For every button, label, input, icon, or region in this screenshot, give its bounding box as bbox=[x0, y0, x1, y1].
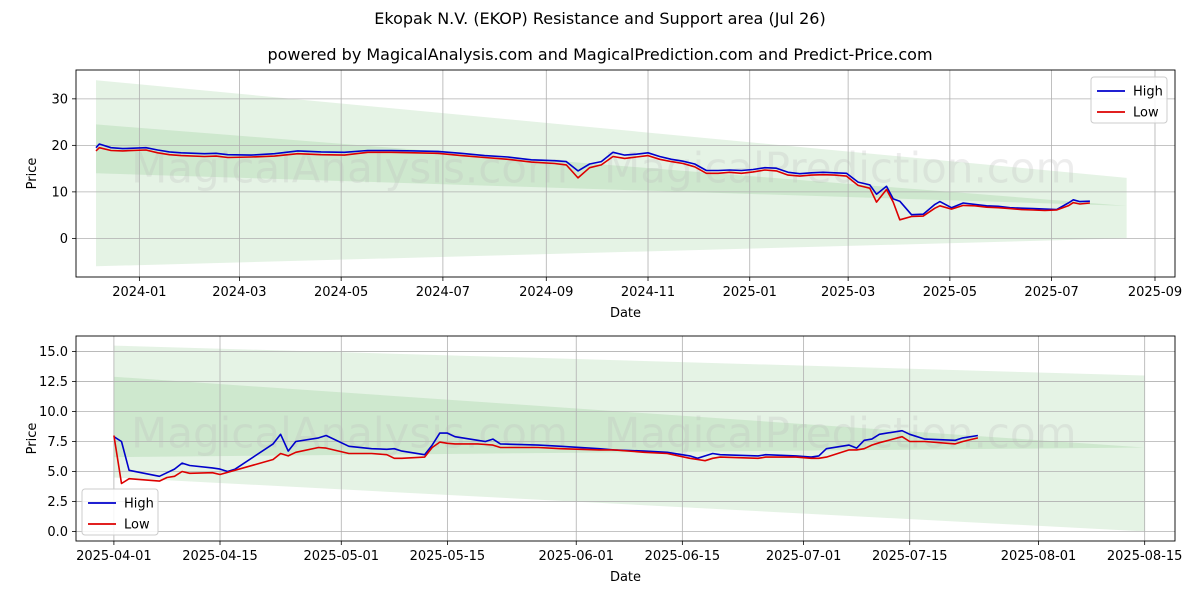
x-tick-label: 2025-06-01 bbox=[538, 549, 614, 564]
series-line-high bbox=[113, 429, 979, 478]
series-group bbox=[113, 429, 979, 485]
x-tick-label: 2025-05 bbox=[923, 285, 977, 300]
x-tick-label: 2024-11 bbox=[621, 285, 675, 300]
x-tick-label: 2025-06-15 bbox=[645, 549, 721, 564]
legend-label-low: Low bbox=[1133, 106, 1159, 121]
x-tick-label: 2025-05-15 bbox=[410, 549, 486, 564]
x-tick-label: 2024-09 bbox=[519, 285, 573, 300]
y-tick-label: 10.0 bbox=[39, 405, 68, 420]
x-axis-label: Date bbox=[610, 570, 641, 585]
chart-title: Ekopak N.V. (EKOP) Resistance and Suppor… bbox=[374, 9, 826, 28]
y-tick-label: 2.5 bbox=[47, 495, 68, 510]
x-tick-label: 2025-07 bbox=[1024, 285, 1078, 300]
x-tick-label: 2024-05 bbox=[314, 285, 368, 300]
support-resistance-band bbox=[96, 80, 1127, 267]
x-tick-label: 2025-07-01 bbox=[766, 549, 842, 564]
x-tick-label: 2024-03 bbox=[212, 285, 266, 300]
panel-2: 2025-04-01 2025-04-15 2025-05-01 2025-05-15… bbox=[25, 335, 1183, 585]
x-tick-label: 2025-05-01 bbox=[303, 549, 379, 564]
x-tick-label: 2025-03 bbox=[821, 285, 875, 300]
series-group bbox=[95, 143, 1090, 221]
x-tick-label: 2025-07-15 bbox=[872, 549, 948, 564]
watermark-text: MagicalAnalysis.com bbox=[131, 143, 568, 192]
x-tick-label: 2024-07 bbox=[416, 285, 470, 300]
x-tick-label: 2025-09 bbox=[1128, 285, 1182, 300]
panel-1: 2024-01 2024-03 2024-05 2024-07 2024-09 2024-… bbox=[25, 69, 1182, 321]
series-line-high bbox=[95, 143, 1090, 216]
watermark-text: MagicalPrediction.com bbox=[604, 143, 1077, 192]
x-tick-label: 2025-01 bbox=[723, 285, 777, 300]
x-tick-label: 2025-04-01 bbox=[76, 549, 152, 564]
series-line-low bbox=[95, 146, 1090, 221]
y-tick-label: 20 bbox=[51, 139, 68, 154]
plot-frame bbox=[75, 335, 1176, 542]
y-tick-label: 30 bbox=[51, 92, 68, 107]
plot-frame bbox=[75, 69, 1176, 278]
y-tick-label: 0.0 bbox=[47, 525, 68, 540]
y-tick-label: 10 bbox=[51, 185, 68, 200]
series-line-low bbox=[113, 435, 979, 485]
y-tick-label: 0 bbox=[60, 232, 68, 247]
y-tick-label: 15.0 bbox=[39, 345, 68, 360]
y-axis-label: Price bbox=[25, 158, 40, 190]
legend-label-high: High bbox=[1133, 85, 1163, 100]
y-tick-label: 5.0 bbox=[47, 465, 68, 480]
x-tick-label: 2025-08-15 bbox=[1107, 549, 1183, 564]
x-tick-label: 2025-04-15 bbox=[182, 549, 258, 564]
legend-label-high: High bbox=[124, 497, 154, 512]
support-resistance-band bbox=[113, 345, 1145, 532]
legend: High Low bbox=[81, 488, 159, 536]
x-axis-label: Date bbox=[610, 306, 641, 321]
legend-label-low: Low bbox=[124, 518, 150, 533]
x-tick-label: 2025-08-01 bbox=[1001, 549, 1077, 564]
watermark-text: MagicalAnalysis.com bbox=[131, 408, 568, 457]
chart-subtitle: powered by MagicalAnalysis.com and Magic… bbox=[267, 45, 933, 64]
watermark-text: MagicalPrediction.com bbox=[604, 408, 1077, 457]
y-tick-label: 12.5 bbox=[39, 375, 68, 390]
x-tick-label: 2024-01 bbox=[112, 285, 166, 300]
y-axis-label: Price bbox=[25, 423, 40, 455]
support-resistance-band bbox=[113, 376, 1145, 458]
legend: High Low bbox=[1090, 76, 1168, 124]
y-tick-label: 7.5 bbox=[47, 435, 68, 450]
